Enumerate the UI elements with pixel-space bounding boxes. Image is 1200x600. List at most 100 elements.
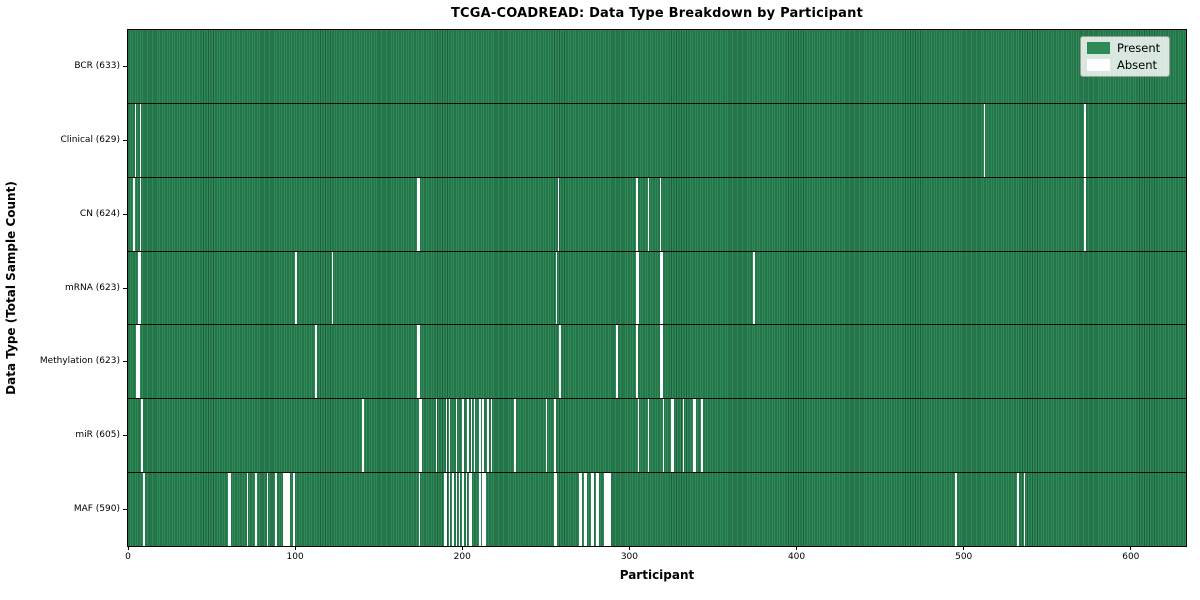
absent-mark [559,324,561,399]
y-tick-mark [123,213,127,215]
absent-mark [692,398,697,473]
legend-label-absent: Absent [1117,58,1158,72]
absent-mark [636,251,640,325]
absent-mark [659,177,662,252]
x-tick-mark [461,546,463,550]
absent-mark [455,398,458,473]
absent-mark [293,472,295,546]
y-axis-label: Data Type (Total Sample Count) [4,181,18,395]
absent-mark [275,472,277,546]
absent-mark [136,324,140,399]
row-separator [128,176,1186,178]
absent-mark [473,398,476,473]
y-tick-label: MAF (590) [73,503,120,514]
y-tick-label: CN (624) [79,208,120,219]
absent-mark [470,398,473,473]
absent-mark [266,472,269,546]
absent-mark [636,324,638,399]
absent-mark [490,398,493,473]
x-tick-label: 100 [286,552,304,562]
absent-mark [468,472,473,546]
y-tick-label: Methylation (623) [39,356,120,367]
absent-mark [143,472,145,546]
row-methylation [128,324,1186,399]
absent-mark [482,472,486,546]
absent-mark [647,398,650,473]
absent-mark [246,472,249,546]
absent-mark [435,398,438,473]
x-tick-mark [628,546,630,550]
absent-mark [255,472,257,546]
absent-mark [462,472,464,546]
absent-mark [141,398,143,473]
absent-mark [361,398,364,473]
absent-mark [465,472,468,546]
y-tick-mark [123,66,127,68]
absent-mark [478,472,481,546]
absent-mark [455,472,458,546]
row-mir [128,398,1186,473]
absent-mark [458,472,461,546]
absent-mark [295,251,297,325]
chart-title: TCGA-COADREAD: Data Type Breakdown by Pa… [450,6,864,21]
absent-mark [682,398,685,473]
absent-mark [1017,472,1019,546]
legend-entry-absent: Absent [1087,59,1160,71]
x-tick-label: 200 [453,552,471,562]
absent-mark [418,472,421,546]
absent-mark [662,398,665,473]
absent-mark [331,251,334,325]
absent-mark [138,251,142,325]
row-separator [128,250,1186,252]
absent-mark [584,472,588,546]
absent-mark [482,398,484,473]
x-axis-label: Participant [619,568,695,582]
x-tick-mark [963,546,965,550]
absent-mark [555,251,558,325]
y-tick-mark [123,434,127,436]
absent-mark [467,398,469,473]
absent-swatch-icon [1087,59,1110,71]
absent-mark [753,251,755,325]
y-tick-label: BCR (633) [74,61,120,72]
absent-mark [417,177,421,252]
x-tick-mark [127,546,129,550]
row-cn [128,177,1186,252]
row-maf [128,472,1186,546]
row-separator [128,471,1186,473]
y-tick-mark [123,361,127,363]
absent-mark [590,472,595,546]
legend-entry-present: Present [1087,42,1160,54]
absent-mark [701,398,703,473]
absent-mark [448,472,451,546]
absent-mark [595,472,600,546]
x-tick-label: 300 [620,552,638,562]
present-swatch-icon [1087,42,1110,54]
absent-mark [636,177,638,252]
absent-mark [283,472,290,546]
absent-mark [514,398,516,473]
plot-area [128,30,1186,546]
absent-mark [134,103,137,178]
y-tick-mark [123,140,127,142]
x-tick-label: 0 [125,552,131,562]
absent-mark [659,324,663,399]
row-separator [128,324,1186,326]
x-tick-label: 500 [955,552,973,562]
absent-mark [315,324,317,399]
legend: Present Absent [1080,36,1171,77]
absent-mark [1023,472,1026,546]
x-tick-mark [294,546,296,550]
absent-mark [983,103,986,178]
absent-mark [417,324,421,399]
absent-mark [445,398,448,473]
absent-mark [659,251,663,325]
x-tick-label: 400 [787,552,806,562]
legend-label-present: Present [1117,41,1161,55]
absent-mark [955,472,957,546]
absent-mark [554,472,558,546]
absent-mark [671,398,675,473]
absent-mark [133,177,135,252]
row-clinical [128,103,1186,178]
